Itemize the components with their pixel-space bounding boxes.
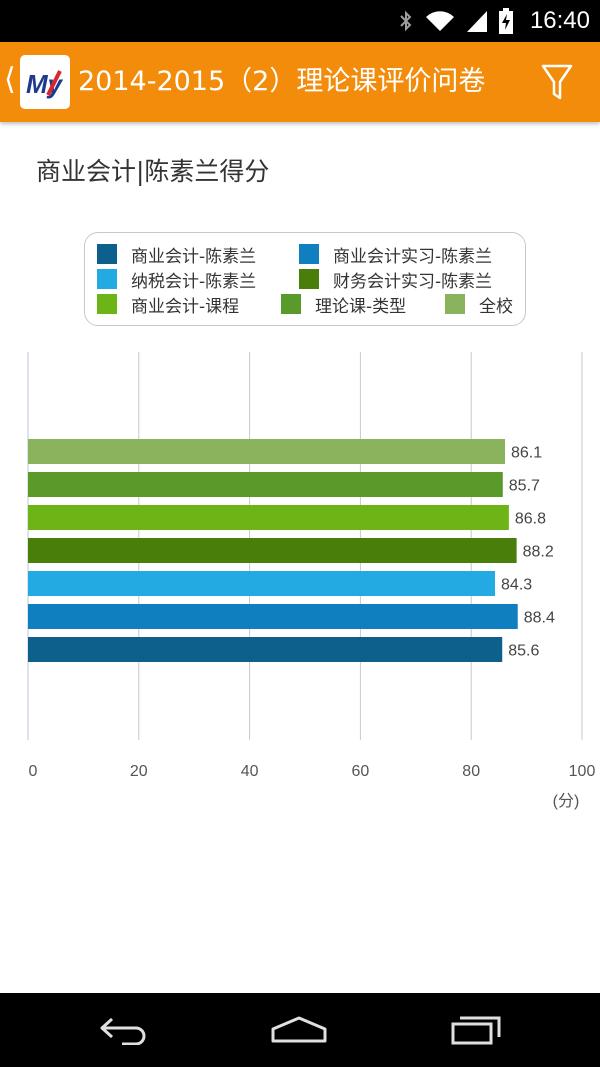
legend-item[interactable]: 纳税会计-陈素兰 [97,267,257,292]
bar-value-label: 85.6 [508,643,539,660]
chart-x-ticks: 0 20 40 60 80 100 [29,763,596,780]
bar[interactable] [28,505,509,530]
legend-label: 理论课-类型 [315,296,407,317]
x-tick-label: 80 [462,763,480,780]
bar-value-label: 86.1 [511,445,542,462]
back-nav-icon[interactable] [98,1015,150,1045]
app-logo-icon[interactable]: My [20,55,70,109]
legend-swatch [97,244,117,264]
status-time: 16:40 [529,7,590,34]
home-nav-icon[interactable] [270,1015,328,1045]
status-icons: 16:40 [398,0,590,42]
chart-bars [28,439,518,662]
signal-icon [466,11,487,32]
x-axis-unit: (分) [553,792,580,810]
legend-label: 商业会计实习-陈素兰 [333,246,493,267]
legend-swatch [97,269,117,289]
legend-swatch [97,294,117,314]
x-tick-label: 20 [130,763,148,780]
chart-value-labels: 85.6 88.4 84.3 88.2 86.8 85.7 86.1 [501,445,555,660]
legend-item[interactable]: 全校 [445,292,513,317]
legend-swatch [445,294,465,314]
battery-charging-icon [498,8,513,34]
legend-swatch [299,269,319,289]
legend-label: 商业会计-课程 [131,296,240,317]
legend-label: 商业会计-陈素兰 [131,246,257,267]
bar[interactable] [28,472,503,497]
bar-chart: 85.6 88.4 84.3 88.2 86.8 85.7 86.1 0 20 40 60 80 10… [27,352,596,810]
app-bar: ⟨ My 2014-2015（2）理论课评价问卷 [0,42,600,122]
filter-icon[interactable] [540,62,574,102]
legend-label: 纳税会计-陈素兰 [131,271,257,292]
bar-value-label: 86.8 [515,511,546,528]
legend-item[interactable]: 商业会计-课程 [97,292,240,317]
legend-swatch [299,244,319,264]
legend-swatch [281,294,301,314]
legend-item[interactable]: 商业会计实习-陈素兰 [299,242,493,267]
bar[interactable] [28,538,517,563]
legend-item[interactable]: 理论课-类型 [281,292,407,317]
x-tick-label: 60 [352,763,370,780]
bluetooth-icon [400,10,412,32]
chart-legend: 商业会计-陈素兰 商业会计实习-陈素兰 纳税会计-陈素兰 财务会计实习-陈素兰 … [84,232,526,326]
chart-title: 商业会计|陈素兰得分 [36,157,270,186]
app-title: 2014-2015（2）理论课评价问卷 [78,66,486,97]
back-chevron-icon[interactable]: ⟨ [4,62,16,97]
recents-nav-icon[interactable] [450,1015,502,1045]
bar[interactable] [28,637,503,662]
legend-item[interactable]: 财务会计实习-陈素兰 [299,267,493,292]
legend-item[interactable]: 商业会计-陈素兰 [97,242,257,267]
legend-label: 全校 [479,296,513,317]
bar[interactable] [28,439,505,464]
bar-value-label: 84.3 [501,577,532,594]
wifi-icon [425,11,454,31]
nav-bar [0,993,600,1067]
x-tick-label: 100 [569,763,596,780]
bar-value-label: 85.7 [509,478,540,495]
bar-value-label: 88.4 [524,610,555,627]
bar-value-label: 88.2 [523,544,554,561]
bar[interactable] [28,604,518,629]
x-tick-label: 0 [29,763,38,780]
status-bar: 16:40 [0,0,600,42]
bar[interactable] [28,571,496,596]
legend-label: 财务会计实习-陈素兰 [333,271,493,292]
x-tick-label: 40 [241,763,259,780]
